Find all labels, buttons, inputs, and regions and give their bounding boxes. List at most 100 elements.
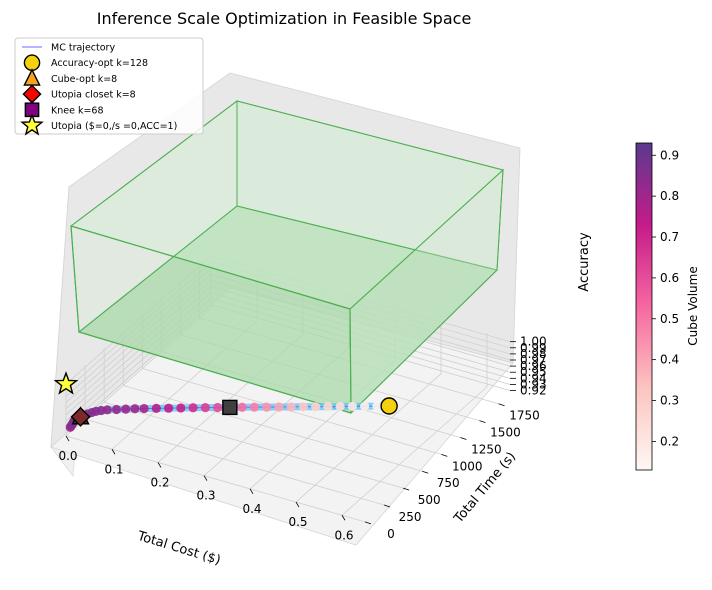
trajectory-point [121,404,131,414]
trajectory-point [274,402,284,412]
y-tick-label: 1000 [452,459,483,473]
trajectory-point [372,401,382,411]
x-tick [295,501,300,508]
trajectory-point [102,405,112,415]
x-grid-line [295,320,442,503]
y-tick-label: 1750 [509,409,540,423]
y-tick [460,437,467,440]
feasible-front-right-edge [349,308,352,414]
legend: MC trajectory Accuracy-opt k=128 Cube-opt … [14,37,204,136]
z-tick-label: 1.00 [520,335,547,349]
legend-label: Accuracy-opt k=128 [51,58,148,69]
x-tick [203,475,208,481]
x-tick [157,462,162,468]
colorbar-tick-label: 0.2 [660,434,679,448]
x-tick-label: 0.0 [58,449,77,463]
chart-title: Inference Scale Optimization in Feasible… [97,9,472,28]
legend-item: MC trajectory [22,43,115,54]
x-grid-line [341,333,488,516]
feasible-front-bottom-edge [78,331,352,414]
y-tick-label: 750 [437,476,460,490]
trajectory-point [323,402,333,412]
trajectory-point [163,403,174,413]
x-tick [111,449,116,455]
y-grid-line [122,331,423,472]
colorbar-tick-label: 0.7 [660,230,679,244]
y-tick [479,420,486,423]
y-tick [422,470,429,474]
x-tick-label: 0.6 [334,528,353,542]
colorbar-tick-label: 0.3 [660,394,679,408]
feasible-front-left-edge [70,225,80,333]
y-tick [364,521,372,525]
x-tick [249,488,254,495]
x-tick-label: 0.3 [196,489,215,503]
x-tick [65,435,70,442]
x-axis-label: Total Cost ($) [135,529,223,569]
z-tick-label: 0.96 [520,359,547,373]
trajectory-point [130,404,140,414]
highlight-star [53,371,79,395]
colorbar-label: Cube Volume [686,266,700,345]
legend-frame [14,37,204,135]
axes: 0.0 0.1 0.2 0.3 0.4 0.5 0.6 0 250 500 750 1000 1250 1… [58,335,546,543]
trajectory-point [298,402,308,412]
z-tick-label: 0.95 [520,365,547,379]
trajectory-point [262,402,272,412]
y-tick-label: 250 [399,510,422,524]
trajectory-point [176,403,186,413]
colorbar-tick-label: 0.9 [660,148,679,162]
trajectory-point [237,402,247,412]
z-tick-label: 0.97 [520,353,547,367]
colorbar: Cube Volume 0.2 0.3 0.4 0.5 0.6 0.7 0.8 0.9 [635,142,700,471]
trajectory-point [188,403,198,413]
legend-item: Knee k=68 [24,102,104,118]
legend-label: Utopia closet k=8 [51,90,136,101]
highlight-circle [380,397,398,415]
z-tick-label: 0.98 [520,347,547,361]
x-tick-label: 0.2 [150,475,169,489]
legend-label: MC trajectory [51,43,115,54]
y-grid-line [103,348,404,489]
y-tick [383,504,391,508]
highlight-diamond [70,406,91,427]
colorbar-tick-label: 0.4 [660,353,679,367]
marker-star [20,112,44,136]
trajectory-point [249,402,259,412]
y-tick-label: 500 [418,493,441,507]
trajectory-point [360,401,370,411]
trajectory-point [200,403,210,413]
trajectory-point [213,402,223,413]
colorbar-tick-label: 0.6 [660,271,679,285]
y-tick-label: 1250 [471,442,502,456]
y-tick [441,453,448,457]
z-tick-label: 0.93 [520,377,547,391]
z-tick-label: 0.99 [520,341,547,355]
legend-label: Utopia ($=0,/s =0,ACC=1) [51,121,177,132]
z-axis-label: Accuracy [577,232,592,292]
trajectory-point [151,403,161,413]
legend-label: Knee k=68 [51,105,104,116]
x-tick-label: 0.5 [288,515,307,529]
y-tick [498,403,505,407]
feasible-box [69,99,505,415]
y-tick-label: 1500 [490,426,521,440]
x-tick-label: 0.1 [104,462,123,476]
z-tick-label: 0.92 [520,384,547,398]
x-tick-label: 0.4 [242,502,261,516]
legend-item: Utopia ($=0,/s =0,ACC=1) [20,112,177,136]
trajectory-point [286,402,296,412]
highlight-square [222,399,238,416]
legend-label: Cube-opt k=8 [51,74,117,85]
feasible-front-top-edge [70,225,351,310]
colorbar-gradient [635,142,653,471]
colorbar-tick-label: 0.8 [660,189,679,203]
trajectory-point [335,401,345,412]
x-tick [341,515,346,521]
z-tick-label: 0.94 [520,371,547,385]
highlight-markers [53,371,398,427]
colorbar-tick-label: 0.5 [660,312,679,326]
y-tick-label: 0 [387,527,395,541]
